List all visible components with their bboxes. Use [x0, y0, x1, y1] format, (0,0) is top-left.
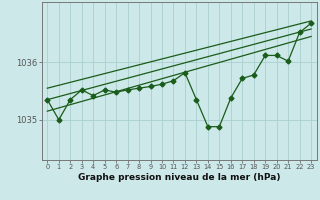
- X-axis label: Graphe pression niveau de la mer (hPa): Graphe pression niveau de la mer (hPa): [78, 173, 280, 182]
